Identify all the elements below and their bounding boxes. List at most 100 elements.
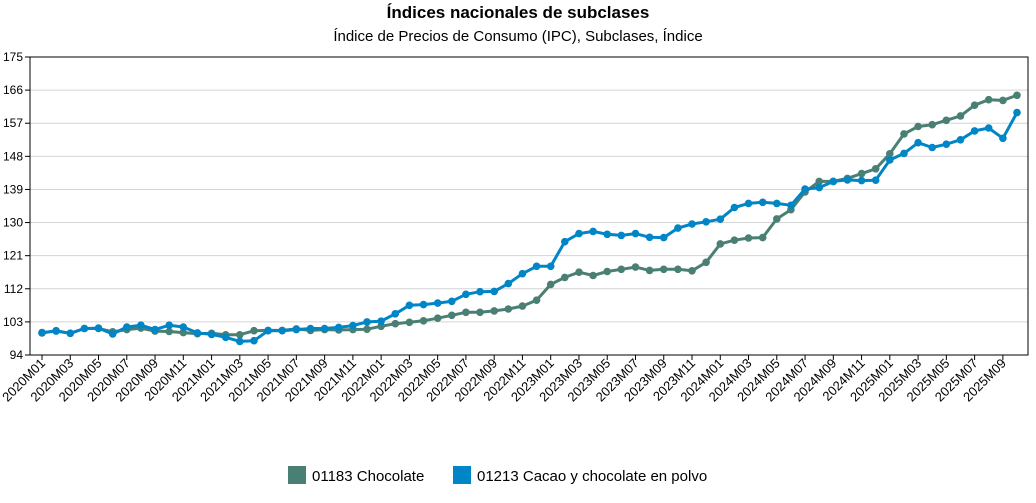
data-point[interactable] — [815, 177, 823, 186]
data-point[interactable] — [264, 326, 272, 335]
data-point[interactable] — [730, 236, 739, 244]
data-point[interactable] — [1013, 108, 1021, 117]
data-point[interactable] — [391, 310, 400, 318]
data-point[interactable] — [504, 279, 513, 288]
data-point[interactable] — [575, 268, 583, 277]
data-point[interactable] — [207, 330, 216, 339]
data-point[interactable] — [363, 318, 371, 326]
data-point[interactable] — [278, 326, 287, 335]
data-point[interactable] — [546, 280, 555, 289]
data-point[interactable] — [38, 328, 46, 337]
data-point[interactable] — [490, 287, 499, 296]
data-point[interactable] — [320, 324, 329, 333]
data-point[interactable] — [546, 262, 555, 271]
data-point[interactable] — [871, 165, 880, 173]
data-point[interactable] — [1013, 91, 1021, 100]
data-point[interactable] — [66, 329, 75, 338]
data-point[interactable] — [956, 136, 965, 144]
data-point[interactable] — [236, 331, 244, 339]
data-point[interactable] — [349, 321, 357, 330]
data-point[interactable] — [193, 329, 202, 337]
data-point[interactable] — [405, 318, 414, 327]
data-point[interactable] — [674, 265, 682, 274]
data-point[interactable] — [165, 321, 173, 330]
data-point[interactable] — [758, 198, 767, 207]
data-point[interactable] — [942, 116, 951, 125]
data-point[interactable] — [914, 122, 922, 131]
data-point[interactable] — [589, 271, 597, 280]
data-point[interactable] — [603, 267, 611, 276]
data-point[interactable] — [419, 300, 428, 309]
data-point[interactable] — [250, 326, 258, 335]
data-point[interactable] — [433, 314, 442, 323]
data-point[interactable] — [165, 327, 173, 336]
data-point[interactable] — [504, 305, 513, 313]
data-point[interactable] — [377, 317, 385, 326]
data-point[interactable] — [52, 327, 60, 335]
data-point[interactable] — [970, 101, 979, 109]
data-point[interactable] — [659, 265, 668, 274]
data-point[interactable] — [942, 140, 951, 148]
data-point[interactable] — [589, 227, 597, 236]
data-point[interactable] — [94, 324, 103, 332]
data-point[interactable] — [108, 330, 117, 338]
data-point[interactable] — [250, 336, 258, 345]
data-point[interactable] — [843, 176, 852, 184]
data-point[interactable] — [688, 220, 696, 228]
data-point[interactable] — [815, 183, 823, 192]
data-point[interactable] — [886, 150, 894, 158]
data-point[interactable] — [631, 229, 640, 238]
data-point[interactable] — [575, 229, 583, 238]
data-point[interactable] — [603, 230, 611, 239]
data-point[interactable] — [744, 234, 753, 242]
data-point[interactable] — [773, 215, 781, 223]
data-point[interactable] — [123, 323, 131, 331]
data-point[interactable] — [518, 269, 527, 278]
data-point[interactable] — [617, 231, 626, 240]
data-point[interactable] — [928, 120, 936, 129]
data-point[interactable] — [688, 267, 696, 275]
data-point[interactable] — [137, 321, 145, 330]
data-point[interactable] — [857, 169, 866, 178]
data-point[interactable] — [801, 185, 809, 193]
data-point[interactable] — [334, 323, 343, 332]
data-point[interactable] — [391, 319, 400, 328]
data-point[interactable] — [730, 203, 739, 212]
data-point[interactable] — [886, 156, 894, 164]
data-point[interactable] — [702, 258, 710, 267]
data-point[interactable] — [561, 237, 569, 246]
data-point[interactable] — [462, 308, 470, 317]
data-point[interactable] — [448, 311, 456, 320]
data-point[interactable] — [645, 233, 654, 242]
data-point[interactable] — [433, 299, 442, 307]
data-point[interactable] — [758, 233, 767, 242]
data-point[interactable] — [716, 240, 725, 248]
data-point[interactable] — [306, 324, 315, 333]
data-point[interactable] — [292, 325, 301, 334]
data-point[interactable] — [857, 176, 866, 185]
data-point[interactable] — [744, 199, 753, 208]
data-point[interactable] — [970, 127, 979, 135]
data-point[interactable] — [645, 266, 654, 275]
data-point[interactable] — [419, 317, 428, 325]
data-point[interactable] — [221, 333, 230, 342]
data-point[interactable] — [702, 218, 710, 226]
data-point[interactable] — [914, 138, 922, 147]
data-point[interactable] — [490, 307, 499, 315]
data-point[interactable] — [476, 308, 484, 317]
data-point[interactable] — [80, 324, 89, 333]
data-point[interactable] — [999, 96, 1007, 105]
legend-item-cacao[interactable]: 01213 Cacao y chocolate en polvo — [453, 466, 707, 485]
data-point[interactable] — [659, 233, 668, 242]
data-point[interactable] — [984, 95, 993, 104]
data-point[interactable] — [532, 296, 541, 305]
data-point[interactable] — [829, 177, 838, 186]
data-point[interactable] — [561, 273, 569, 282]
data-point[interactable] — [928, 143, 936, 152]
data-point[interactable] — [532, 262, 541, 271]
data-point[interactable] — [405, 301, 414, 310]
data-point[interactable] — [179, 323, 188, 331]
data-point[interactable] — [900, 149, 908, 158]
data-point[interactable] — [151, 325, 159, 334]
data-point[interactable] — [999, 134, 1007, 143]
